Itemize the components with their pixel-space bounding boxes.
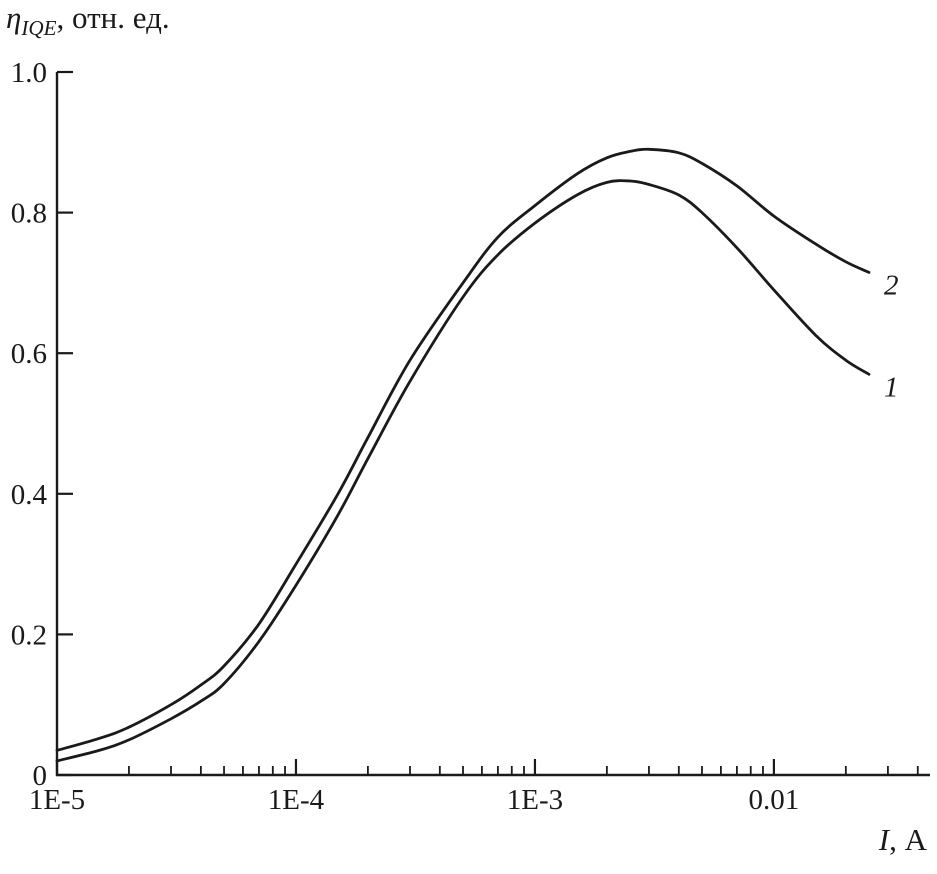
- curve-1: [55, 179, 871, 763]
- x-tick-label: 1E-5: [29, 784, 85, 816]
- x-tick-label: 1E-4: [268, 784, 325, 816]
- curve-2: [55, 147, 871, 752]
- y-axis-subscript: IQE: [21, 16, 57, 41]
- y-tick-label: 0.8: [11, 198, 47, 230]
- curve-label-2: 2: [884, 269, 899, 301]
- y-axis-title: ηIQE, отн. ед.: [6, 0, 170, 39]
- y-axis-symbol: η: [6, 0, 22, 35]
- y-axis-suffix: , отн. ед.: [56, 0, 170, 35]
- curve-label-1: 1: [884, 371, 899, 403]
- y-tick-label: 0.4: [11, 479, 48, 511]
- axis-lines: [55, 72, 930, 777]
- x-tick-label: 1E-3: [507, 784, 563, 816]
- y-tick-label: 0: [33, 760, 48, 792]
- x-axis-symbol: I: [878, 822, 890, 857]
- y-tick-label: 0.2: [11, 619, 47, 651]
- x-axis-title: I, А: [879, 822, 927, 858]
- x-tick-label: 0.01: [749, 784, 800, 816]
- y-tick-label: 1.0: [11, 57, 47, 89]
- y-tick-label: 0.6: [11, 338, 47, 370]
- x-axis-suffix: , А: [889, 822, 927, 857]
